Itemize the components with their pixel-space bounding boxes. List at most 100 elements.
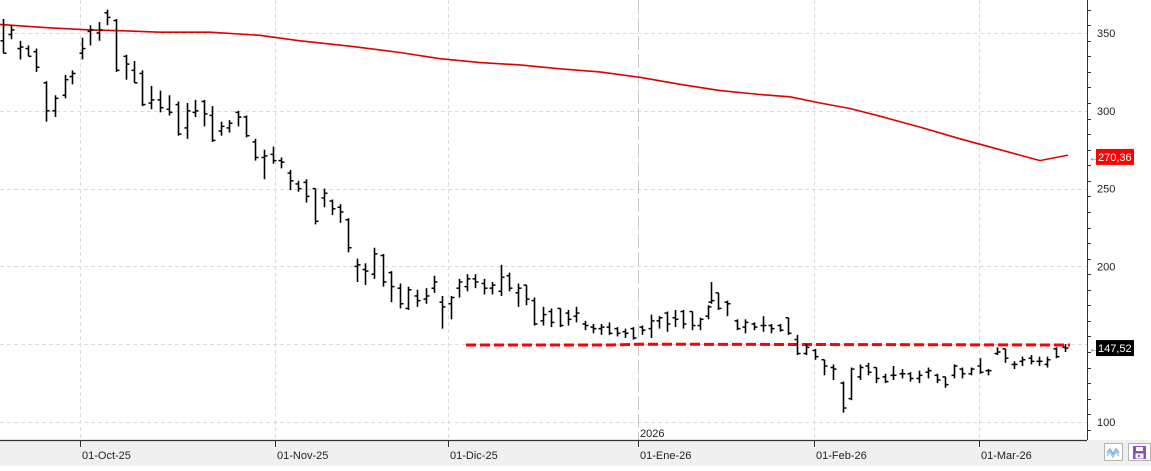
ohlc-bar <box>1011 361 1018 370</box>
ohlc-bars <box>0 9 1069 413</box>
ohlc-bar <box>218 121 225 136</box>
ohlc-bar <box>448 295 455 320</box>
ohlc-bar <box>252 138 259 161</box>
ohlc-bar <box>959 367 966 379</box>
ohlc-bar <box>139 70 146 107</box>
ohlc-bar <box>751 322 758 331</box>
ohlc-bar <box>79 37 86 60</box>
ohlc-bar <box>87 25 94 46</box>
ohlc-bar <box>907 372 914 382</box>
ohlc-bar <box>96 22 103 41</box>
ohlc-bar <box>1044 356 1051 368</box>
ohlc-bar <box>951 364 958 379</box>
ohlc-bar <box>672 309 679 328</box>
svg-text:←: ← <box>1089 153 1099 164</box>
ohlc-bar <box>540 306 547 326</box>
ohlc-bar <box>303 179 310 203</box>
y-tick-label: 350 <box>1097 28 1115 40</box>
ohlc-bar <box>8 25 15 40</box>
ohlc-bar <box>17 40 24 60</box>
ohlc-bar <box>630 327 637 340</box>
ohlc-bar <box>648 314 655 338</box>
ohlc-bar <box>942 376 949 388</box>
ohlc-bar <box>506 272 513 292</box>
ohlc-bar <box>113 18 120 72</box>
ohlc-bar <box>321 188 328 208</box>
ohlc-bar <box>1019 356 1026 366</box>
ohlc-bar <box>25 45 32 58</box>
y-tick-label: 250 <box>1097 184 1115 196</box>
ohlc-bar <box>456 278 463 298</box>
ohlc-bar <box>557 307 564 328</box>
ohlc-bar <box>1036 356 1043 366</box>
ohlc-bar <box>598 323 605 335</box>
ohlc-bar <box>882 373 889 384</box>
ohlc-bar <box>1062 344 1069 352</box>
ohlc-bar <box>794 334 801 356</box>
ohlc-bar <box>977 358 984 374</box>
ohlc-bar <box>380 253 387 287</box>
ohlc-bar <box>899 369 906 379</box>
ohlc-bar <box>582 320 589 331</box>
ohlc-bar <box>689 310 696 331</box>
svg-text:147,52: 147,52 <box>1098 343 1132 355</box>
ohlc-bar <box>312 187 319 225</box>
ohlc-bar <box>708 281 715 304</box>
ohlc-bar <box>573 306 580 323</box>
ohlc-bar <box>890 365 897 380</box>
y-tick-label: 200 <box>1097 261 1115 273</box>
ohlc-bar <box>590 323 597 334</box>
ma-price-label: ← 270,36 <box>1089 148 1134 165</box>
ohlc-bar <box>865 362 872 376</box>
ohlc-bar <box>523 284 530 306</box>
x-axis[interactable] <box>0 440 1151 466</box>
ohlc-bar <box>209 106 216 142</box>
save-button[interactable] <box>1128 443 1151 461</box>
ohlc-bar <box>243 115 250 138</box>
ohlc-bar <box>329 199 336 216</box>
ohlc-bar <box>916 370 923 384</box>
ohlc-bar <box>278 157 285 169</box>
ohlc-bar <box>192 99 199 118</box>
ohlc-bar <box>131 61 138 84</box>
ohlc-bar <box>201 99 208 127</box>
ohlc-bar <box>994 347 1001 356</box>
ohlc-bar <box>439 295 446 329</box>
ohlc-bar <box>362 263 369 286</box>
ohlc-bar <box>715 292 722 310</box>
ohlc-bar <box>760 316 767 332</box>
ohlc-bar <box>1028 355 1035 365</box>
ohlc-bar <box>464 274 471 292</box>
ohlc-bar <box>166 95 173 116</box>
ohlc-bar <box>371 247 378 279</box>
ohlc-bar <box>423 288 430 304</box>
ohlc-bar <box>985 369 992 376</box>
ohlc-bar <box>184 103 191 139</box>
ohlc-bar <box>0 18 7 54</box>
support-line <box>466 342 1071 347</box>
ohlc-bar <box>481 278 488 295</box>
ohlc-bar <box>235 110 242 127</box>
ohlc-bar <box>768 323 775 334</box>
ohlc-bar <box>742 319 749 334</box>
svg-text:←: ← <box>1089 344 1099 355</box>
ohlc-bar <box>175 101 182 136</box>
ohlc-bar <box>925 367 932 379</box>
y-tick-label: 300 <box>1097 106 1115 118</box>
ohlc-bar <box>548 308 555 328</box>
ohlc-bar <box>287 169 294 191</box>
ohlc-bar <box>656 316 663 329</box>
ohlc-bar <box>697 317 704 331</box>
ohlc-bar <box>724 300 731 317</box>
ohlc-bar <box>337 204 344 223</box>
ohlc-bar <box>52 95 59 118</box>
ohlc-bar <box>968 367 975 376</box>
ohlc-bar <box>388 271 395 303</box>
ohlc-bar <box>157 90 164 113</box>
chart-type-button[interactable] <box>1104 443 1123 461</box>
ohlc-bar <box>345 218 352 253</box>
ohlc-bar <box>261 149 268 180</box>
